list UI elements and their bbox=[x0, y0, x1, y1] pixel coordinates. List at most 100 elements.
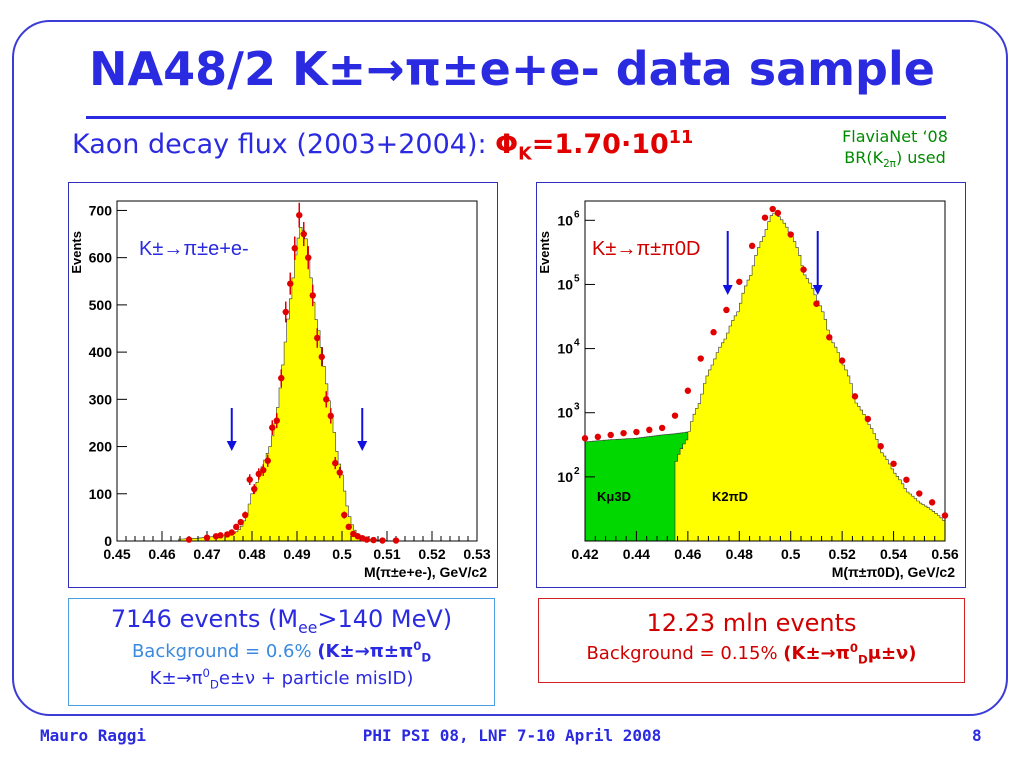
data-point bbox=[379, 537, 386, 544]
x-tick-label: 0.46 bbox=[148, 546, 175, 562]
x-tick-label: 0.54 bbox=[880, 546, 907, 562]
data-point bbox=[928, 499, 936, 506]
data-point bbox=[864, 415, 872, 423]
data-point bbox=[278, 374, 285, 382]
flux-phi: Φ bbox=[495, 129, 519, 160]
data-point bbox=[336, 469, 343, 476]
x-tick-label: 0.51 bbox=[373, 546, 400, 562]
data-point bbox=[327, 412, 334, 420]
plot-frame bbox=[584, 200, 946, 542]
y-tick-label: 10 bbox=[557, 405, 573, 421]
annotation-k2pid: K2πD bbox=[712, 489, 748, 504]
y-tick-exponent: 3 bbox=[574, 402, 580, 413]
norm-background-channel-b: μ±ν) bbox=[867, 643, 917, 664]
data-point bbox=[594, 433, 602, 441]
data-point bbox=[658, 424, 666, 432]
footer-page-number: 8 bbox=[972, 726, 982, 745]
title-underline bbox=[86, 116, 946, 119]
y-tick-label: 200 bbox=[89, 439, 113, 455]
signal-events-sub: ee bbox=[298, 618, 318, 637]
signal-background-sup: 0 bbox=[413, 638, 422, 653]
data-point bbox=[620, 429, 627, 437]
norm-background-channel-a: (K±→π bbox=[783, 643, 850, 664]
y-tick-label: 600 bbox=[89, 250, 113, 266]
x-tick-label: 0.48 bbox=[726, 546, 753, 562]
norm-background-sub: D bbox=[858, 652, 868, 667]
data-point bbox=[185, 536, 193, 543]
data-point bbox=[813, 300, 820, 307]
data-point bbox=[748, 242, 756, 250]
x-tick-label: 0.48 bbox=[238, 546, 265, 562]
data-point bbox=[264, 457, 271, 464]
data-point bbox=[363, 536, 370, 543]
signal-background-sub: D bbox=[421, 650, 432, 665]
misid-channel-b: e±ν + particle misID) bbox=[218, 668, 414, 690]
cut-arrow-head bbox=[357, 441, 368, 451]
data-point bbox=[877, 443, 884, 450]
x-axis-label: M(π±π0D), GeV/c2 bbox=[832, 564, 955, 580]
signal-events: 7146 events (Mee>140 MeV) bbox=[69, 605, 494, 637]
signal-background-line2: K±→π0De±ν + particle misID) bbox=[69, 666, 494, 692]
data-point bbox=[242, 511, 249, 519]
data-point bbox=[228, 529, 235, 536]
data-point bbox=[217, 532, 224, 539]
x-axis-label: M(π±e+e-), GeV/c2 bbox=[364, 564, 487, 580]
y-tick-label: 10 bbox=[557, 469, 573, 485]
footer-author: Mauro Raggi bbox=[40, 726, 146, 745]
data-point bbox=[246, 476, 253, 483]
flavianet-line1: FlaviaNet ‘08 bbox=[842, 127, 948, 146]
data-point bbox=[370, 536, 377, 544]
data-point bbox=[838, 357, 846, 364]
chart-panel-right: 0.42 0.44 0.46 0.48 0.5 0.52 0.54 0.56 10 2 10 3 10 4… bbox=[536, 182, 966, 588]
x-tick-label: 0.46 bbox=[674, 546, 701, 562]
data-point bbox=[300, 230, 307, 238]
data-point bbox=[851, 393, 859, 400]
chart-title: K±→π±π0D bbox=[592, 238, 700, 260]
signal-background-line: Background = 0.6% (K±→π±π0D bbox=[69, 639, 494, 665]
x-tick-label: 0.44 bbox=[623, 546, 650, 562]
chart-panel-left: 0.45 0.46 0.47 0.48 0.49 0.5 0.51 0.52 0.53 0 100 2… bbox=[68, 182, 498, 588]
annotation-kmu3d: Kμ3D bbox=[597, 489, 631, 504]
misid-channel-a: K±→π bbox=[149, 668, 203, 690]
data-point bbox=[314, 334, 321, 342]
data-point bbox=[684, 387, 692, 394]
signal-background-channel: (K±→π±π bbox=[317, 640, 414, 662]
data-point bbox=[233, 523, 240, 531]
data-point bbox=[769, 205, 776, 213]
flux-number: =1.70·10 bbox=[531, 129, 669, 160]
norm-background-sup: 0 bbox=[849, 641, 858, 655]
data-point bbox=[646, 426, 653, 434]
data-point bbox=[269, 424, 276, 431]
y-tick-label: 0 bbox=[104, 533, 112, 549]
data-point bbox=[671, 412, 679, 419]
y-tick-exponent: 5 bbox=[574, 273, 580, 284]
data-point bbox=[774, 209, 782, 217]
y-axis-label: Events bbox=[537, 231, 552, 274]
data-point bbox=[826, 334, 833, 341]
data-point bbox=[287, 280, 294, 287]
cut-arrow-head bbox=[812, 285, 823, 295]
data-point bbox=[291, 245, 298, 252]
flux-value: ΦK=1.70·1011 bbox=[495, 128, 693, 164]
y-tick-label: 400 bbox=[89, 344, 113, 360]
y-tick-exponent: 2 bbox=[574, 466, 580, 477]
signal-events-post: >140 MeV) bbox=[317, 605, 453, 633]
flavianet-line2: BR(K2π) used bbox=[820, 147, 970, 175]
summary-box-signal: 7146 events (Mee>140 MeV) Background = 0… bbox=[68, 598, 495, 706]
signal-background-label: Background = 0.6% bbox=[131, 640, 318, 662]
data-point bbox=[273, 417, 280, 424]
summary-box-normalization: 12.23 mln events Background = 0.15% (K±→… bbox=[538, 598, 965, 683]
slide-frame bbox=[12, 20, 1008, 716]
data-point bbox=[633, 428, 640, 436]
data-point bbox=[941, 512, 949, 519]
chart-k-pi-ee: 0.45 0.46 0.47 0.48 0.49 0.5 0.51 0.52 0.53 0 100 2… bbox=[69, 200, 491, 580]
data-point bbox=[251, 485, 258, 493]
data-point bbox=[890, 460, 897, 467]
data-point bbox=[296, 211, 303, 219]
x-tick-label: 0.52 bbox=[829, 546, 856, 562]
data-point bbox=[323, 396, 330, 403]
data-point bbox=[282, 308, 289, 316]
norm-background-label: Background = 0.15% bbox=[586, 643, 784, 664]
data-point bbox=[761, 214, 769, 221]
